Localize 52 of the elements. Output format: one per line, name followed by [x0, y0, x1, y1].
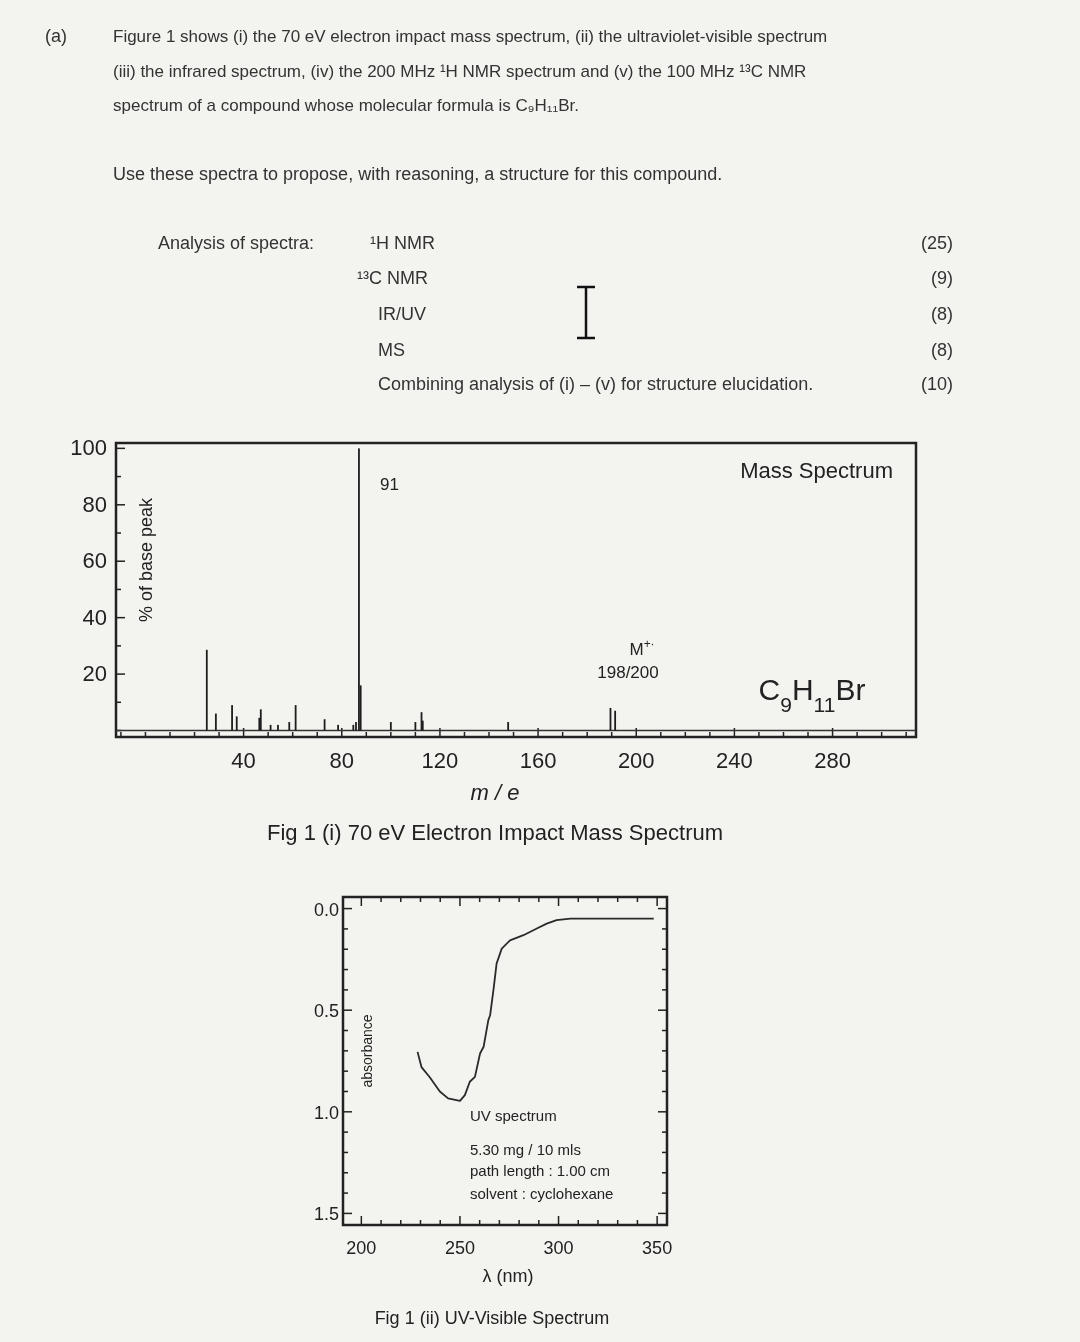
- y-tick-label: 20: [82, 661, 107, 687]
- annotation: solvent : cyclohexane: [470, 1185, 614, 1202]
- annotation: M$^{+·}$: [629, 637, 655, 659]
- x-tick-label: 300: [543, 1238, 574, 1258]
- x-tick-label: 80: [329, 748, 355, 773]
- text: (8): [931, 304, 953, 324]
- y-tick-label: 80: [82, 491, 107, 517]
- text: MS: [378, 340, 405, 360]
- text: Analysis of spectra:: [158, 233, 315, 253]
- x-tick-label: 250: [444, 1238, 475, 1258]
- text: ¹H NMR: [370, 233, 435, 253]
- x-tick-label: 160: [519, 748, 557, 773]
- y-tick-label: 1.5: [313, 1204, 339, 1225]
- x-axis-title: m / e: [470, 780, 520, 805]
- y-tick-label: 1.0: [313, 1102, 339, 1123]
- text: (8): [931, 340, 953, 360]
- text: Combining analysis of (i) – (v) for structure elucidation.: [378, 374, 814, 394]
- annotation: 91: [380, 475, 399, 494]
- y-tick-label: 0.0: [313, 899, 339, 920]
- annotation: 5.30 mg / 10 mls: [470, 1141, 581, 1158]
- x-tick-label: 120: [421, 748, 459, 773]
- text: Fig 1 (ii) UV-Visible Spectrum: [374, 1308, 610, 1328]
- annotation: Mass Spectrum: [740, 458, 893, 483]
- text: IR/UV: [378, 304, 427, 324]
- x-tick-label: 200: [346, 1238, 377, 1258]
- y-tick-label: 40: [82, 604, 107, 630]
- y-tick-label: 60: [82, 548, 107, 574]
- text: (9): [931, 268, 953, 288]
- text: (iii) the infrared spectrum, (iv) the 200 MHz ¹H NMR spectrum and (v) the 100 MHz ¹³C NMR: [113, 62, 807, 81]
- text: (25): [920, 233, 953, 253]
- text: ¹³C NMR: [357, 268, 428, 288]
- annotation: UV spectrum: [470, 1107, 557, 1124]
- y-tick-label: 100: [70, 435, 107, 461]
- line-series: [416, 917, 655, 1102]
- text: (10): [920, 374, 953, 394]
- y-tick-label: 0.5: [313, 1001, 339, 1022]
- x-tick-label: 280: [814, 748, 851, 773]
- text: spectrum of a compound whose molecular formula is C₉H₁₁Br.: [113, 96, 580, 115]
- x-tick-label: 40: [231, 748, 256, 773]
- x-tick-label: 200: [617, 748, 655, 773]
- y-axis-title: absorbance: [359, 1014, 375, 1088]
- x-axis-title: λ (nm): [482, 1266, 534, 1286]
- caption: Figure 1 shows (i) the 70 eV electron impact mass spectrum, (ii) the ultraviolet-visible spectrum: [113, 27, 828, 46]
- x-tick-label: 350: [642, 1238, 673, 1258]
- annotation: 198/200: [597, 663, 659, 682]
- x-tick-label: 240: [716, 748, 753, 773]
- text: (a): [45, 26, 67, 46]
- text: Use these spectra to propose, with reasoning, a structure for this compound.: [113, 164, 723, 184]
- annotation: path length : 1.00 cm: [470, 1162, 611, 1179]
- text: Fig 1 (i) 70 eV Electron Impact Mass Spectrum: [266, 820, 724, 845]
- annotation: C$_{9}$H$_{11}$Br: [758, 673, 866, 716]
- y-axis-title: % of base peak: [136, 496, 156, 623]
